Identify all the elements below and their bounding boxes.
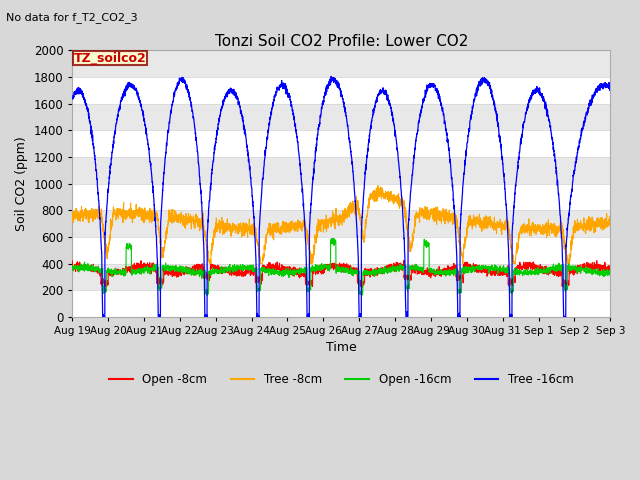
Bar	[72, 130, 611, 157]
Legend: Open -8cm, Tree -8cm, Open -16cm, Tree -16cm: Open -8cm, Tree -8cm, Open -16cm, Tree -…	[104, 369, 578, 391]
Bar	[72, 237, 611, 264]
Bar	[72, 210, 611, 237]
Bar	[72, 157, 611, 183]
Bar	[72, 77, 611, 104]
Bar	[72, 183, 611, 210]
X-axis label: Time: Time	[326, 341, 356, 354]
Bar	[72, 50, 611, 77]
Text: No data for f_T2_CO2_3: No data for f_T2_CO2_3	[6, 12, 138, 23]
Bar	[72, 290, 611, 317]
Bar	[72, 264, 611, 290]
Bar	[72, 104, 611, 130]
Title: Tonzi Soil CO2 Profile: Lower CO2: Tonzi Soil CO2 Profile: Lower CO2	[214, 34, 468, 49]
Y-axis label: Soil CO2 (ppm): Soil CO2 (ppm)	[15, 136, 28, 231]
